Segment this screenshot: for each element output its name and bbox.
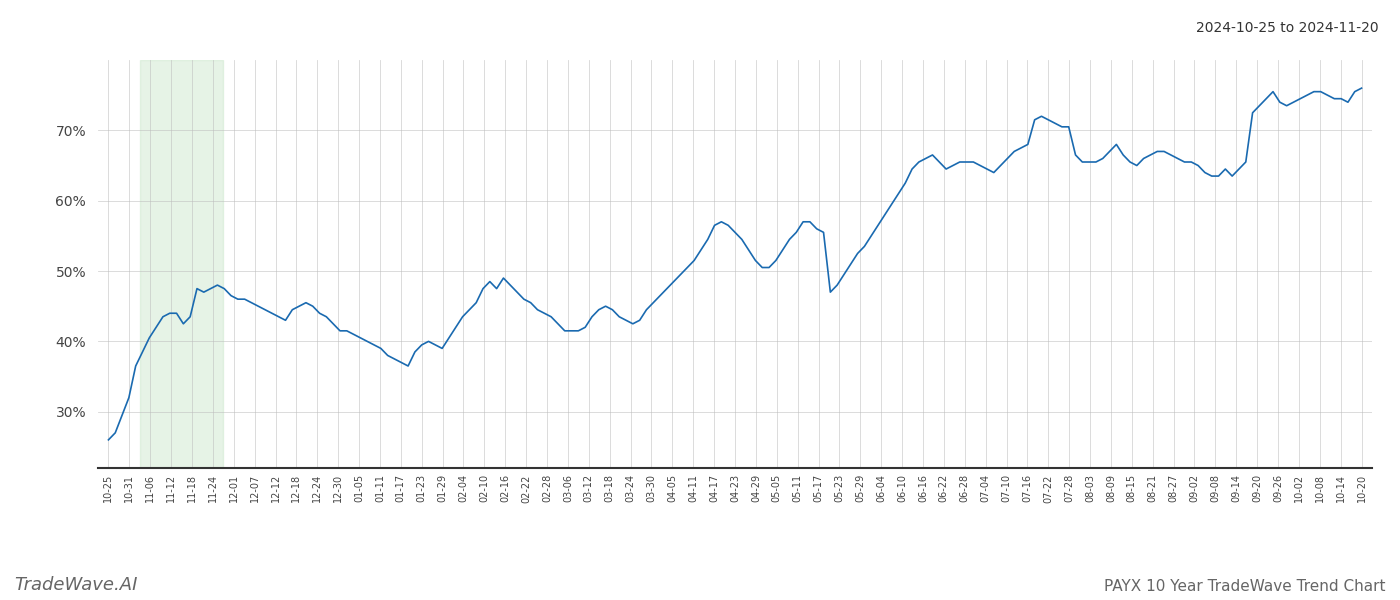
Text: TradeWave.AI: TradeWave.AI xyxy=(14,576,137,594)
Bar xyxy=(140,60,224,468)
Text: PAYX 10 Year TradeWave Trend Chart: PAYX 10 Year TradeWave Trend Chart xyxy=(1105,579,1386,594)
Text: 2024-10-25 to 2024-11-20: 2024-10-25 to 2024-11-20 xyxy=(1197,21,1379,35)
